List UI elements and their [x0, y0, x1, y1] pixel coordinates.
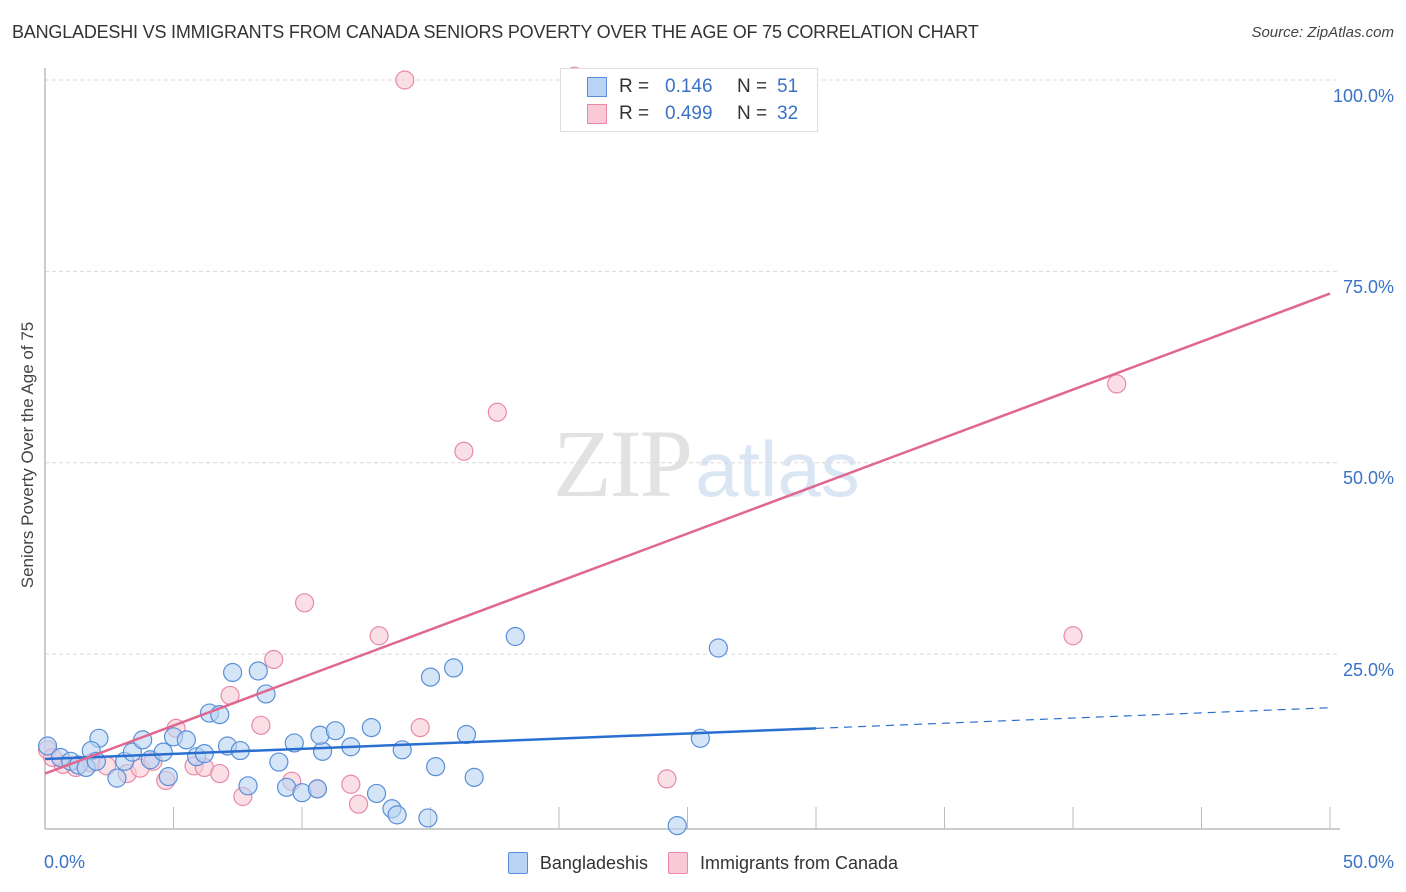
data-point[interactable]	[487, 402, 507, 422]
pink-swatch-icon	[587, 104, 607, 124]
data-point[interactable]	[341, 774, 361, 794]
data-point[interactable]	[1107, 374, 1127, 394]
x-tick-50: 50.0%	[1342, 852, 1394, 872]
data-point[interactable]	[505, 626, 525, 647]
data-point[interactable]	[708, 638, 728, 658]
data-point[interactable]	[37, 736, 58, 756]
data-point[interactable]	[1063, 626, 1083, 646]
data-point[interactable]	[264, 649, 284, 670]
correlation-legend: R = 0.146 N = 51 R = 0.499 N = 32	[560, 68, 818, 132]
data-point[interactable]	[667, 815, 687, 836]
data-point[interactable]	[395, 70, 415, 90]
data-point[interactable]	[251, 715, 271, 735]
data-point[interactable]	[369, 626, 389, 646]
data-point[interactable]	[387, 805, 407, 825]
n-value: 32	[777, 103, 799, 124]
gridlines	[45, 79, 1340, 655]
r-label: R =	[619, 76, 650, 97]
series-bangladeshis-points	[37, 626, 728, 836]
data-point[interactable]	[366, 783, 387, 804]
data-point[interactable]	[361, 718, 381, 738]
n-label: N =	[737, 76, 768, 97]
axes	[44, 68, 1340, 830]
data-point[interactable]	[176, 730, 196, 750]
x-tick-0: 0.0%	[44, 852, 86, 872]
pink-swatch-icon	[668, 852, 688, 874]
data-point[interactable]	[454, 441, 474, 461]
data-point[interactable]	[420, 667, 441, 687]
trend-lines	[44, 292, 1331, 775]
chart-title: BANGLADESHI VS IMMIGRANTS FROM CANADA SE…	[12, 22, 979, 42]
r-value: 0.499	[665, 103, 713, 124]
bangladeshis-trend-extension	[815, 707, 1331, 729]
data-point[interactable]	[238, 776, 258, 796]
data-point[interactable]	[410, 718, 430, 738]
data-point[interactable]	[657, 769, 677, 789]
data-point[interactable]	[307, 779, 328, 799]
legend-item-immigrants-from-canada[interactable]: Immigrants from Canada	[668, 852, 898, 874]
data-point[interactable]	[444, 658, 464, 678]
n-label: N =	[737, 103, 768, 124]
y-tick-50: 50.0%	[1342, 468, 1394, 488]
data-point[interactable]	[294, 593, 315, 613]
data-point[interactable]	[107, 768, 127, 788]
data-point[interactable]	[269, 752, 289, 772]
data-point[interactable]	[325, 721, 346, 741]
legend-row-bangladeshis: R = 0.146 N = 51	[587, 75, 798, 99]
data-point[interactable]	[312, 741, 333, 761]
blue-swatch-icon	[587, 77, 607, 97]
series-legend: Bangladeshis Immigrants from Canada	[0, 852, 1406, 874]
y-tick-75: 75.0%	[1342, 277, 1394, 297]
data-point[interactable]	[158, 767, 178, 787]
immigrants-from-canada-trend-line	[44, 292, 1331, 775]
r-label: R =	[619, 103, 650, 124]
bangladeshis-trend-line	[44, 727, 817, 761]
data-point[interactable]	[248, 661, 268, 681]
r-value: 0.146	[665, 76, 713, 97]
legend-item-bangladeshis[interactable]: Bangladeshis	[507, 852, 648, 874]
source-label: Source: ZipAtlas.com	[1251, 24, 1394, 41]
data-point[interactable]	[284, 733, 304, 753]
y-tick-25: 25.0%	[1342, 660, 1394, 680]
legend-row-immigrants-from-canada: R = 0.499 N = 32	[587, 102, 798, 126]
series-immigrants-from-canada-points	[37, 66, 1127, 814]
data-point[interactable]	[210, 763, 230, 784]
data-point[interactable]	[223, 662, 243, 683]
legend-label: Immigrants from Canada	[700, 852, 899, 873]
data-point[interactable]	[348, 794, 369, 814]
n-value: 51	[777, 76, 799, 97]
blue-swatch-icon	[507, 852, 528, 874]
data-point[interactable]	[426, 757, 446, 777]
data-point[interactable]	[153, 742, 173, 762]
y-axis-label: Seniors Poverty Over the Age of 75	[18, 321, 37, 589]
legend-label: Bangladeshis	[539, 852, 648, 873]
data-point[interactable]	[418, 808, 438, 828]
y-tick-100: 100.0%	[1332, 86, 1394, 106]
data-point[interactable]	[464, 767, 484, 787]
